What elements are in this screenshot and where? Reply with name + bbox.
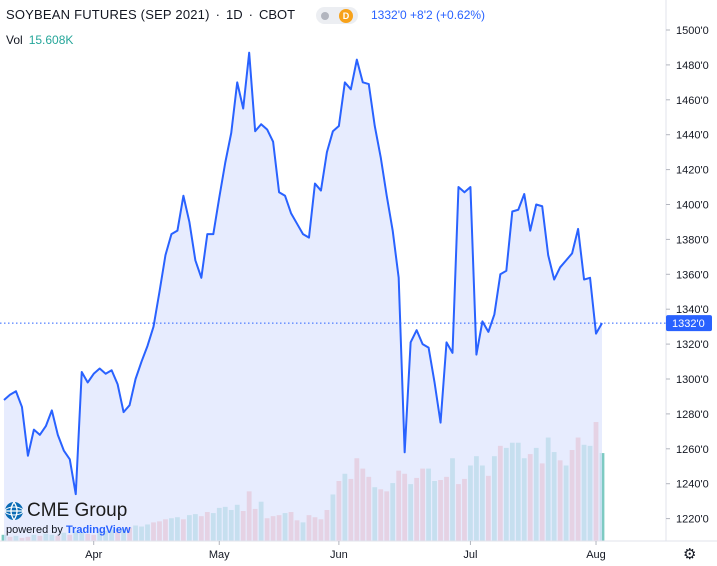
symbol-title[interactable]: SOYBEAN FUTURES (SEP 2021) bbox=[6, 7, 210, 22]
volume-legend: Vol 15.608K bbox=[6, 33, 73, 47]
price-tick-label: 1420'0 bbox=[676, 165, 709, 177]
chart-header: SOYBEAN FUTURES (SEP 2021) · 1D · CBOT bbox=[6, 7, 295, 22]
price-tick-label: 1440'0 bbox=[676, 130, 709, 142]
time-tick-label: Apr bbox=[85, 549, 102, 561]
price-tick-label: 1300'0 bbox=[676, 374, 709, 386]
header-separator: · bbox=[215, 7, 220, 22]
time-tick-label: Jul bbox=[463, 549, 477, 561]
price-tick-label: 1460'0 bbox=[676, 95, 709, 107]
volume-value: 15.608K bbox=[28, 33, 74, 47]
quote-values: 1332'0 +8'2 (+0.62%) bbox=[371, 8, 485, 22]
price-change-pct: (+0.62%) bbox=[436, 8, 486, 22]
price-tick-label: 1500'0 bbox=[676, 25, 709, 37]
time-tick-label: May bbox=[209, 549, 230, 561]
price-tick-label: 1260'0 bbox=[676, 444, 709, 456]
price-tick-label: 1280'0 bbox=[676, 409, 709, 421]
status-dot-icon bbox=[321, 11, 329, 20]
price-axis: 1220'0 1240'0 1260'0 1280'0 1300'0 1320'0 1340… bbox=[666, 25, 709, 526]
last-price-tag-label: 1332'0 bbox=[672, 318, 705, 330]
time-tick-label: Jun bbox=[330, 549, 348, 561]
last-price-tag-bg bbox=[666, 315, 712, 332]
gear-icon[interactable]: ⚙ bbox=[683, 546, 697, 563]
exchange-label: CBOT bbox=[258, 7, 296, 22]
volume-label: Vol bbox=[6, 33, 23, 47]
market-status-badge[interactable]: D bbox=[316, 7, 358, 24]
cme-globe-icon bbox=[4, 501, 24, 521]
price-tick-label: 1380'0 bbox=[676, 234, 709, 246]
price-tick-label: 1340'0 bbox=[676, 304, 709, 316]
time-axis: Apr May Jun Jul Aug bbox=[85, 541, 606, 561]
header-separator: · bbox=[248, 7, 253, 22]
price-change: +8'2 bbox=[410, 8, 433, 22]
price-tick-label: 1240'0 bbox=[676, 479, 709, 491]
price-tick-label: 1400'0 bbox=[676, 200, 709, 212]
price-tick-label: 1220'0 bbox=[676, 514, 709, 526]
cme-logo-text: CME Group bbox=[27, 500, 128, 521]
interval-label[interactable]: 1D bbox=[225, 7, 243, 22]
powered-by-prefix: powered by bbox=[6, 524, 63, 536]
price-tick-label: 1480'0 bbox=[676, 60, 709, 72]
cme-logo: CME Group bbox=[4, 500, 131, 522]
price-tick-label: 1360'0 bbox=[676, 269, 709, 281]
delayed-data-icon: D bbox=[339, 8, 353, 23]
powered-by[interactable]: powered by TradingView bbox=[6, 524, 131, 536]
time-tick-label: Aug bbox=[586, 549, 606, 561]
last-price: 1332'0 bbox=[371, 8, 407, 22]
price-tick-label: 1320'0 bbox=[676, 339, 709, 351]
tradingview-link[interactable]: TradingView bbox=[65, 524, 131, 536]
price-area bbox=[4, 52, 602, 541]
price-line bbox=[3, 51, 603, 496]
branding[interactable]: CME Group powered by TradingView bbox=[4, 500, 131, 536]
last-price-tag: 1332'0 bbox=[666, 315, 712, 332]
